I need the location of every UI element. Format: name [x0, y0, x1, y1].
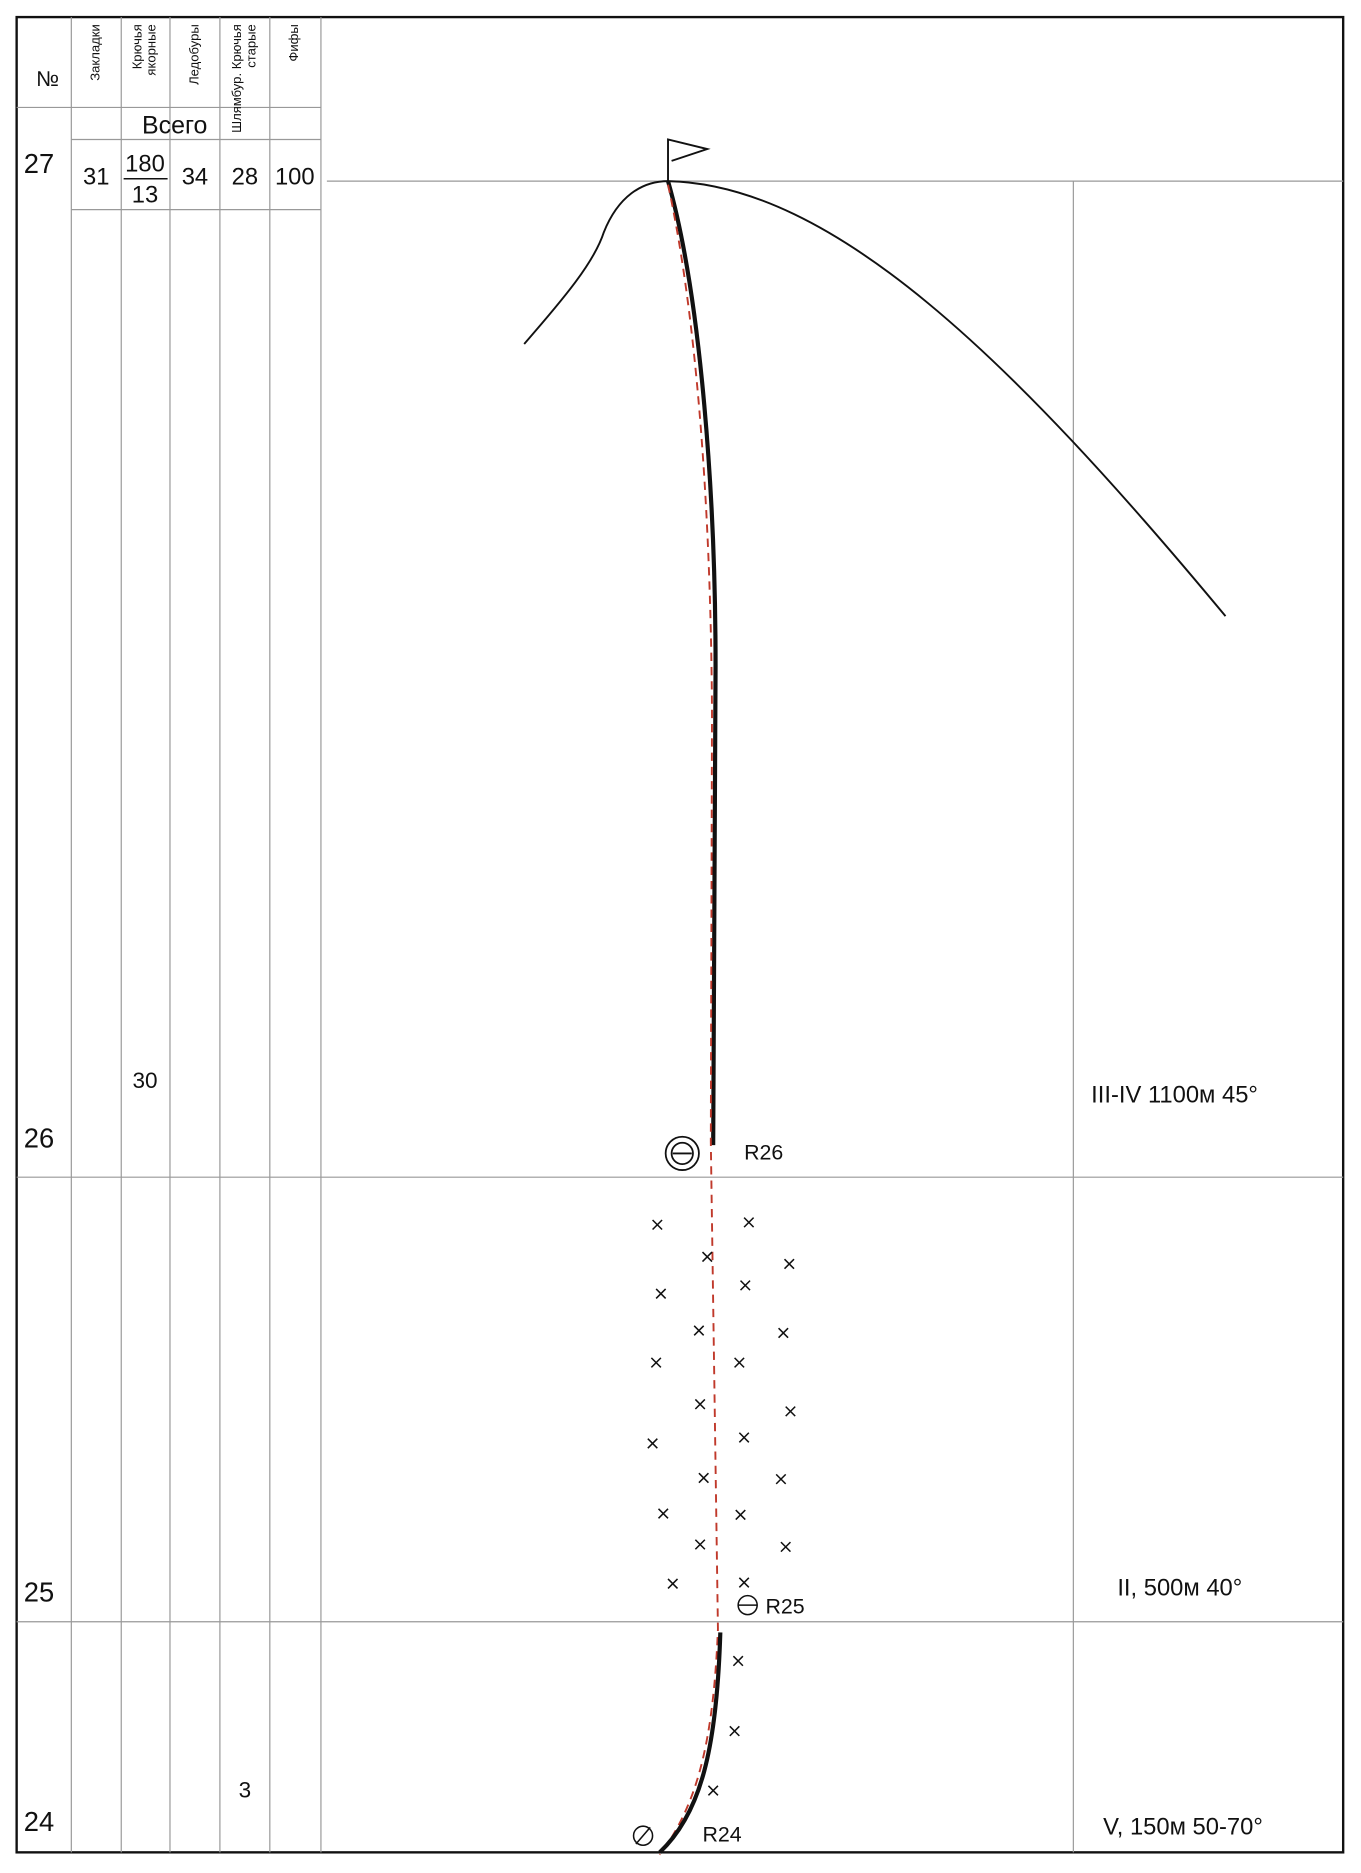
rock-mark [738, 1432, 750, 1443]
rock-mark [707, 1785, 719, 1796]
rock-mark [739, 1280, 751, 1291]
rock-mark [785, 1406, 796, 1417]
belay-icon [670, 1141, 694, 1166]
ridge [523, 180, 1227, 617]
total-value: 180 [125, 151, 165, 178]
rock-mark [778, 1327, 789, 1339]
rock-mark [650, 1357, 662, 1368]
total-value: 31 [83, 164, 109, 191]
number-header: № [36, 67, 59, 91]
column-header: Фифы [286, 24, 301, 61]
route-line [666, 180, 718, 1146]
rock-mark [694, 1539, 706, 1550]
rock-mark [743, 1217, 755, 1228]
total-value: 28 [232, 164, 258, 191]
route-dashed [658, 184, 719, 1856]
total-label: Всего [142, 112, 207, 140]
belay-label: R25 [765, 1594, 804, 1618]
pitch-number: 24 [24, 1806, 54, 1837]
belay-label: R24 [702, 1823, 741, 1847]
column-header: Закладки [88, 24, 103, 81]
rock-mark [780, 1541, 791, 1553]
belay-icon [632, 1825, 654, 1846]
pitch-number: 26 [24, 1122, 54, 1153]
section-info: II, 500м 40° [1117, 1575, 1242, 1602]
pitch-number: 25 [24, 1577, 54, 1608]
total-value: 13 [132, 182, 158, 209]
rock-mark [647, 1438, 658, 1449]
rock-mark [783, 1258, 795, 1270]
rock-mark [738, 1577, 750, 1588]
border [15, 15, 1345, 1854]
column-header: Шлямбур. Крючья [229, 24, 244, 133]
rock-mark [775, 1473, 787, 1485]
belay-icon [664, 1135, 700, 1171]
drawing [523, 138, 1227, 1856]
column-header: старые [243, 24, 258, 68]
belay-label: R26 [744, 1140, 783, 1164]
total-value: 34 [182, 164, 208, 191]
rock-mark [657, 1508, 669, 1519]
rock-mark [694, 1398, 706, 1410]
column-header: якорные [144, 24, 159, 75]
rock-mark [734, 1357, 745, 1368]
rock-mark [652, 1219, 663, 1231]
rock-mark [698, 1472, 709, 1484]
column-header: Ледобуры [186, 24, 201, 85]
rock-mark [693, 1325, 705, 1336]
pitch-number: 27 [24, 148, 54, 179]
cell-value: 3 [239, 1778, 252, 1803]
cell-value: 30 [132, 1068, 157, 1093]
total-value: 100 [275, 164, 315, 191]
rock-mark [667, 1578, 679, 1590]
rock-mark [732, 1655, 744, 1667]
flag [667, 138, 711, 182]
rock-mark [655, 1288, 667, 1299]
section-info: III-IV 1100м 45° [1091, 1081, 1258, 1108]
section-info: V, 150м 50-70° [1103, 1814, 1263, 1841]
rock-mark [729, 1725, 740, 1737]
grid [16, 17, 1344, 1853]
rock-mark [701, 1251, 713, 1263]
column-header: Крючья [129, 24, 144, 69]
route-line [658, 1632, 723, 1854]
rock-marks [647, 1217, 796, 1796]
rock-mark [735, 1509, 746, 1521]
